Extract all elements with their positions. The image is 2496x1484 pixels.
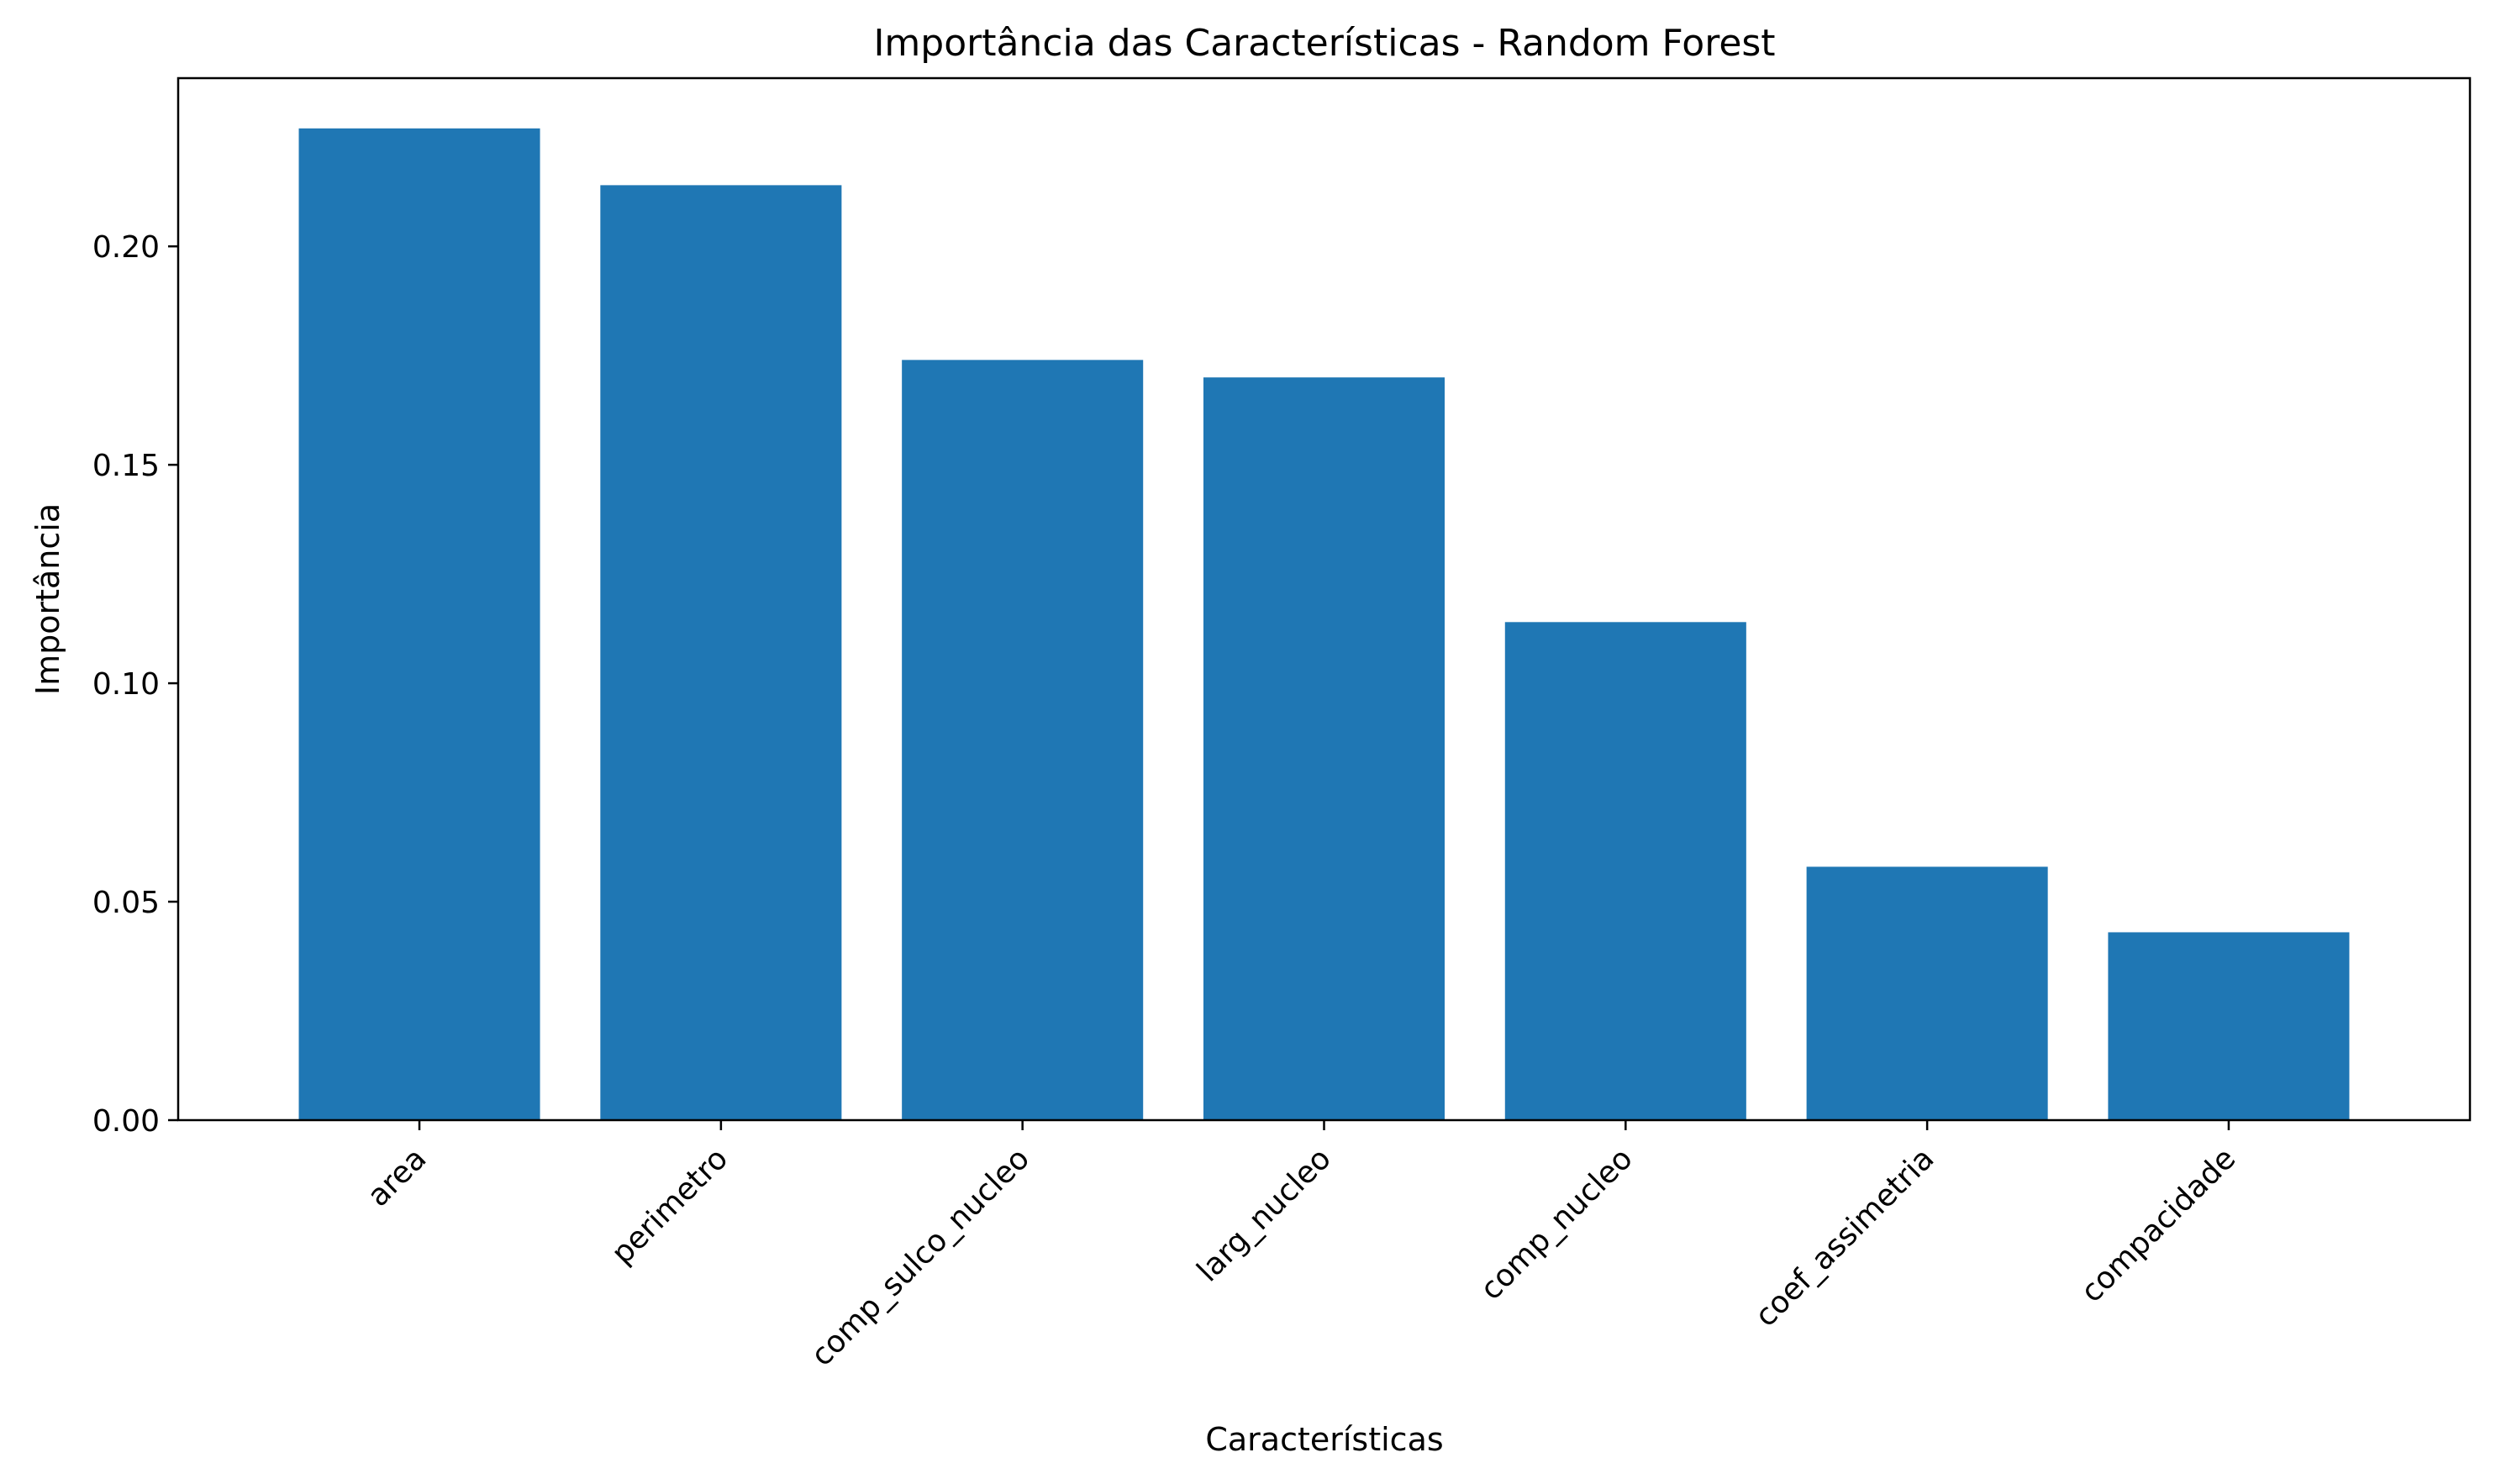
bar-comp_nucleo bbox=[1504, 622, 1746, 1120]
bar-perimetro bbox=[600, 185, 842, 1120]
y-tick-label: 0.00 bbox=[92, 1104, 160, 1139]
bar-larg_nucleo bbox=[1203, 377, 1445, 1120]
y-axis: 0.00 0.05 0.10 0.15 0.20 bbox=[92, 230, 178, 1139]
y-axis-label: Importância bbox=[29, 503, 66, 695]
y-tick-label: 0.15 bbox=[92, 449, 160, 483]
bars-layer bbox=[298, 128, 2350, 1121]
bar-coef_assimetria bbox=[1806, 866, 2048, 1120]
chart-title: Importância das Características - Random… bbox=[873, 22, 1775, 65]
bar-area bbox=[298, 128, 540, 1120]
y-tick-label: 0.05 bbox=[92, 886, 160, 920]
y-tick-label: 0.20 bbox=[92, 230, 160, 265]
x-axis-label: Características bbox=[1205, 1421, 1443, 1458]
bar-compacidade bbox=[2108, 932, 2350, 1120]
plot-frame bbox=[176, 76, 2472, 1122]
y-tick-label: 0.10 bbox=[92, 667, 160, 702]
bar-comp_sulco_nucleo bbox=[902, 360, 1144, 1121]
